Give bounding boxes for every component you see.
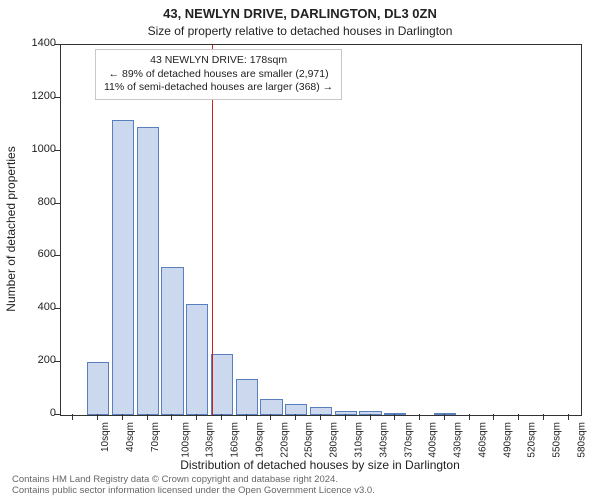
x-tick-mark [246, 414, 247, 420]
x-tick-mark [394, 414, 395, 420]
x-tick-mark [72, 414, 73, 420]
x-tick-mark [295, 414, 296, 420]
histogram-bar [236, 379, 258, 415]
legend-line3: 11% of semi-detached houses are larger (… [104, 81, 333, 95]
x-tick-label: 490sqm [502, 422, 513, 458]
histogram-bar [359, 411, 381, 415]
x-tick-label: 130sqm [205, 422, 216, 458]
y-tick-label: 0 [20, 407, 56, 419]
x-tick-label: 220sqm [279, 422, 290, 458]
x-tick-label: 100sqm [180, 422, 191, 458]
x-tick-label: 460sqm [477, 422, 488, 458]
histogram-bar [137, 127, 159, 415]
histogram-bar [384, 413, 406, 415]
x-tick-mark [493, 414, 494, 420]
histogram-bar [186, 304, 208, 415]
histogram-bar [335, 411, 357, 415]
x-tick-label: 70sqm [150, 422, 161, 452]
y-tick-mark [54, 203, 60, 204]
x-tick-label: 550sqm [552, 422, 563, 458]
y-tick-label: 800 [20, 196, 56, 208]
x-tick-mark [196, 414, 197, 420]
reference-line [212, 45, 213, 415]
y-tick-label: 600 [20, 248, 56, 260]
x-tick-mark [270, 414, 271, 420]
x-tick-mark [469, 414, 470, 420]
x-axis-label: Distribution of detached houses by size … [60, 458, 580, 472]
histogram-bar [211, 354, 233, 415]
histogram-bar [260, 399, 282, 415]
x-tick-mark [568, 414, 569, 420]
footer-line2: Contains public sector information licen… [12, 485, 375, 496]
plot-area: 43 NEWLYN DRIVE: 178sqm← 89% of detached… [60, 44, 582, 416]
y-tick-label: 400 [20, 301, 56, 313]
x-tick-label: 430sqm [453, 422, 464, 458]
histogram-bar [285, 404, 307, 415]
x-tick-mark [370, 414, 371, 420]
legend-line2: ← 89% of detached houses are smaller (2,… [104, 68, 333, 82]
x-tick-mark [345, 414, 346, 420]
x-tick-mark [543, 414, 544, 420]
x-tick-label: 520sqm [527, 422, 538, 458]
histogram-bar [161, 267, 183, 415]
page-subtitle: Size of property relative to detached ho… [0, 24, 600, 38]
x-tick-label: 40sqm [125, 422, 136, 452]
y-tick-mark [54, 44, 60, 45]
x-tick-label: 310sqm [354, 422, 365, 458]
x-tick-label: 280sqm [329, 422, 340, 458]
x-tick-label: 580sqm [576, 422, 587, 458]
footer-text: Contains HM Land Registry data © Crown c… [12, 474, 375, 497]
x-tick-mark [171, 414, 172, 420]
legend-line1: 43 NEWLYN DRIVE: 178sqm [104, 54, 333, 68]
chart-container: 43, NEWLYN DRIVE, DARLINGTON, DL3 0ZN Si… [0, 0, 600, 500]
y-tick-mark [54, 414, 60, 415]
x-tick-label: 400sqm [428, 422, 439, 458]
x-tick-mark [221, 414, 222, 420]
x-tick-mark [518, 414, 519, 420]
x-tick-label: 340sqm [378, 422, 389, 458]
histogram-bar [87, 362, 109, 415]
y-tick-mark [54, 308, 60, 309]
y-tick-mark [54, 255, 60, 256]
y-tick-label: 1000 [20, 143, 56, 155]
x-tick-mark [419, 414, 420, 420]
y-tick-mark [54, 97, 60, 98]
x-tick-mark [97, 414, 98, 420]
footer-line1: Contains HM Land Registry data © Crown c… [12, 474, 375, 485]
x-tick-mark [444, 414, 445, 420]
y-tick-mark [54, 150, 60, 151]
x-tick-label: 370sqm [403, 422, 414, 458]
x-tick-label: 10sqm [100, 422, 111, 452]
x-tick-label: 160sqm [230, 422, 241, 458]
x-tick-mark [147, 414, 148, 420]
y-tick-mark [54, 361, 60, 362]
annotation-box: 43 NEWLYN DRIVE: 178sqm← 89% of detached… [95, 49, 342, 100]
x-tick-mark [320, 414, 321, 420]
histogram-bar [112, 120, 134, 415]
x-tick-label: 190sqm [255, 422, 266, 458]
x-tick-mark [122, 414, 123, 420]
x-tick-label: 250sqm [304, 422, 315, 458]
y-tick-label: 1400 [20, 37, 56, 49]
y-tick-label: 200 [20, 354, 56, 366]
y-tick-label: 1200 [20, 90, 56, 102]
page-title: 43, NEWLYN DRIVE, DARLINGTON, DL3 0ZN [0, 6, 600, 21]
histogram-bar [434, 413, 456, 415]
